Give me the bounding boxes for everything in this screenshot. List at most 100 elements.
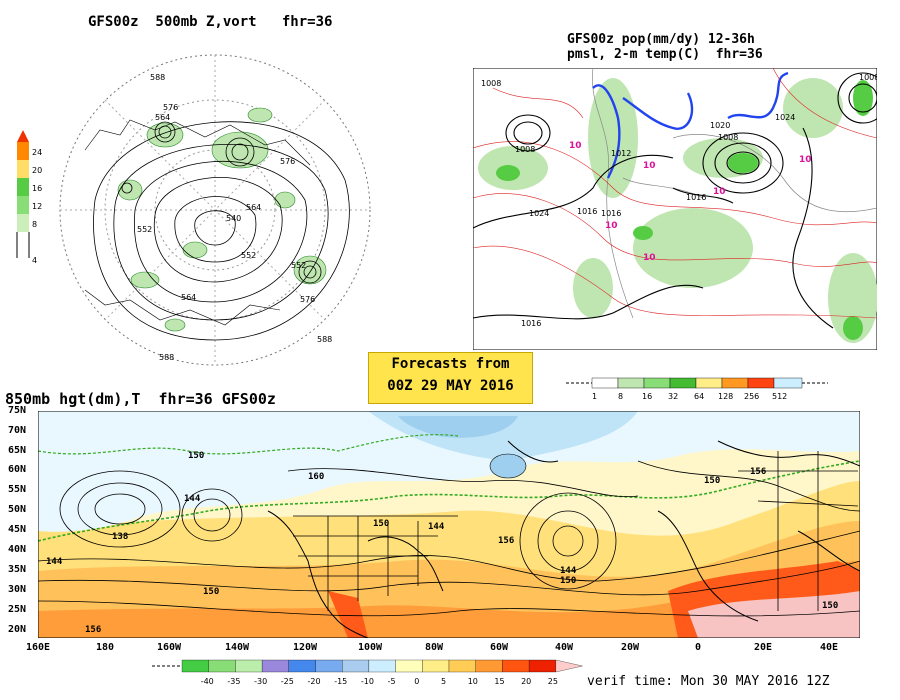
lon-label: 40W	[555, 642, 574, 653]
panel-pop-pressure-label: 1008	[481, 79, 501, 88]
lon-label: 40E	[820, 642, 839, 653]
cb-tick: -25	[281, 677, 294, 686]
panel-500mb-cb-tick: 8	[32, 220, 37, 229]
cb-swatch	[342, 659, 370, 673]
cb-swatch	[368, 659, 396, 673]
panel-500mb-cb-tick: 16	[32, 184, 42, 193]
panel-850mb-contour-label: 150	[188, 451, 204, 461]
panel-850mb-contour-label: 160	[308, 472, 324, 482]
panel-850mb-contour-label: 150	[704, 476, 720, 486]
panel-850mb-map: 150 160 144 138 144 150 150 144 156 144 …	[38, 411, 860, 638]
panel-850mb-contour-label: 144	[428, 522, 445, 532]
panel-500mb-cb-tick: 12	[32, 202, 42, 211]
panel-500mb-contour-label: 564	[155, 113, 170, 122]
panel-pop-pressure-label: 1016	[601, 209, 621, 218]
panel-850mb-colorbar: -40 -35 -30 -25 -20 -15 -10 -5 0 5 10 15 20 25	[152, 659, 583, 686]
panel-850mb-contour-label: 156	[498, 536, 514, 546]
panel-500mb-cb-tick: 24	[32, 148, 42, 157]
lon-label: 180	[96, 642, 115, 653]
lon-label: 120W	[293, 642, 318, 653]
panel-pop-cb-tick: 512	[772, 392, 787, 401]
panel-850mb-title: 850mb hgt(dm),T fhr=36 GFS00z	[5, 390, 276, 408]
cb-tick: -5	[388, 677, 396, 686]
panel-500mb-cb-tick: 4	[32, 256, 37, 265]
lon-label: 20E	[754, 642, 773, 653]
cb-swatch	[261, 659, 289, 673]
banner-line1: Forecasts from	[391, 356, 510, 372]
cb-swatch	[475, 659, 503, 673]
cb-swatch	[555, 659, 583, 673]
verif-time: verif time: Mon 30 MAY 2016 12Z	[587, 674, 830, 689]
cb-swatch	[315, 659, 343, 673]
panel-pop-cb-tick: 1	[592, 392, 597, 401]
cb-swatch	[395, 659, 423, 673]
panel-pop-cb-tick: 256	[744, 392, 759, 401]
panel-850mb-contour-label: 150	[203, 587, 219, 597]
panel-pop-pressure-label: 1020	[710, 121, 730, 130]
panel-850mb-contour-label: 150	[373, 519, 389, 529]
panel-pop-cb-tick: 16	[642, 392, 652, 401]
panel-500mb-contour-label: 552	[137, 225, 152, 234]
cb-tick: 5	[441, 677, 446, 686]
panel-500mb-contour-label: 588	[317, 335, 332, 344]
lat-label: 25N	[8, 604, 27, 615]
lon-label: 80W	[425, 642, 444, 653]
panel-500mb-contour-label: 564	[246, 203, 261, 212]
cb-tick: 15	[494, 677, 504, 686]
panel-pop-pressure-label: 1008	[515, 145, 535, 154]
panel-pop-title-line1: GFS00z pop(mm/dy) 12-36h	[567, 32, 755, 47]
panel-pop-pressure-label: 1024	[775, 113, 795, 122]
panel-850mb-contour-label: 138	[112, 532, 128, 542]
lon-label: 140W	[225, 642, 250, 653]
panel-pop-cb-tick: 128	[718, 392, 733, 401]
cb-swatch	[448, 659, 476, 673]
cb-tick: -15	[334, 677, 347, 686]
cb-tick: -10	[361, 677, 374, 686]
panel-850mb-contour-label: 150	[560, 576, 576, 586]
panel-pop-pressure-label: 1008	[718, 133, 738, 142]
cb-tick: -35	[227, 677, 240, 686]
cb-swatch	[422, 659, 450, 673]
cb-swatch	[288, 659, 316, 673]
panel-pop-map: 1008 1008 1012 1016 1024 1016 1008 1020 …	[473, 68, 877, 350]
lat-label: 50N	[8, 504, 27, 515]
panel-850mb-contour-label: 144	[46, 557, 63, 567]
lat-label: 75N	[8, 405, 27, 416]
cb-swatch	[235, 659, 263, 673]
cb-tick: 0	[414, 677, 419, 686]
cb-swatch	[208, 659, 236, 673]
lat-label: 60N	[8, 464, 27, 475]
lon-label: 0	[695, 642, 702, 653]
panel-pop-pressure-label: 1016	[577, 207, 597, 216]
panel-pop-cb-tick: 8	[618, 392, 623, 401]
panel-500mb-contour-label: 576	[300, 295, 315, 304]
panel-pop-cb-tick: 64	[694, 392, 704, 401]
panel-pop-temp-label: 10	[569, 141, 582, 151]
lon-label: 100W	[358, 642, 383, 653]
cb-tick: 10	[468, 677, 478, 686]
cb-tick: -20	[308, 677, 321, 686]
cb-tick: 25	[548, 677, 558, 686]
panel-500mb-title: GFS00z 500mb Z,vort fhr=36	[88, 14, 333, 30]
panel-500mb-contour-label: 588	[159, 353, 174, 362]
banner-line2: 00Z 29 MAY 2016	[387, 378, 514, 394]
cb-tick: -30	[254, 677, 267, 686]
panel-pop-colorbar: 1 8 16 32 64 128 256 512	[566, 377, 828, 401]
panel-850mb-contour-label: 144	[560, 566, 577, 576]
panel-500mb-contour-label: 588	[150, 73, 165, 82]
cb-swatch	[502, 659, 530, 673]
panel-500mb-contour-label: 540	[226, 214, 241, 223]
lat-label: 30N	[8, 584, 27, 595]
panel-pop-pressure-label: 1016	[686, 193, 706, 202]
lon-label: 160W	[157, 642, 182, 653]
lat-label: 35N	[8, 564, 27, 575]
lat-label: 70N	[8, 425, 27, 436]
panel-500mb-contour-label: 552	[291, 261, 306, 270]
cb-tick: 20	[521, 677, 531, 686]
lat-label: 65N	[8, 445, 27, 456]
lat-label: 40N	[8, 544, 27, 555]
panel-500mb-map: 588 576 564 552 540 564 552 576 564 576 …	[59, 54, 371, 366]
panel-pop-pressure-label: 1008	[859, 73, 877, 82]
panel-pop-title-line2: pmsl, 2-m temp(C) fhr=36	[567, 47, 763, 62]
panel-850mb-contour-label: 156	[85, 625, 101, 635]
